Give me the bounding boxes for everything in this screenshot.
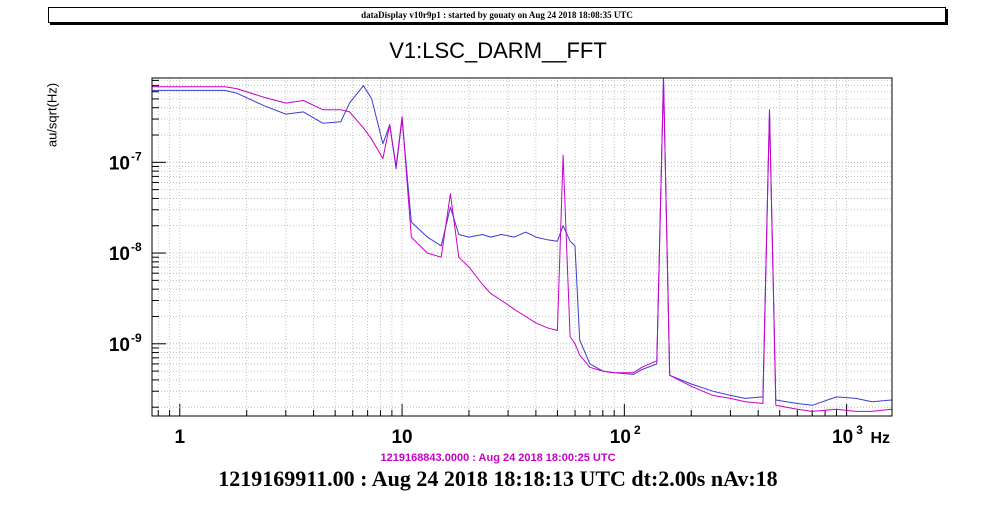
y-tick-label: 10 <box>109 244 130 265</box>
spectrum-series-2 <box>152 77 893 412</box>
header-banner: dataDisplay v10r9p1 : started by gouaty … <box>48 7 946 23</box>
x-tick-label: 1 <box>174 427 185 448</box>
x-tick-label: 10 <box>391 427 412 448</box>
spectrum-series-1 <box>152 77 893 406</box>
x-tick-label: 10 <box>832 427 853 448</box>
y-tick-label: 10 <box>109 335 130 356</box>
x-axis-label: Hz <box>870 430 890 447</box>
y-tick-exponent: -8 <box>131 240 142 254</box>
y-tick-exponent: -9 <box>131 331 142 345</box>
y-tick-label: 10 <box>109 153 130 174</box>
y-tick-exponent: -7 <box>131 149 142 163</box>
x-tick-label: 10 <box>610 427 631 448</box>
reference-time: 1219168843.0000 : Aug 24 2018 18:00:25 U… <box>380 452 616 464</box>
chart-title: V1:LSC_DARM__FFT <box>389 38 607 63</box>
measurement-info: 1219169911.00 : Aug 24 2018 18:18:13 UTC… <box>218 466 778 491</box>
x-tick-exponent: 2 <box>634 423 641 437</box>
plot-frame <box>151 77 893 417</box>
x-tick-exponent: 3 <box>856 423 863 437</box>
plot-area <box>152 78 892 416</box>
